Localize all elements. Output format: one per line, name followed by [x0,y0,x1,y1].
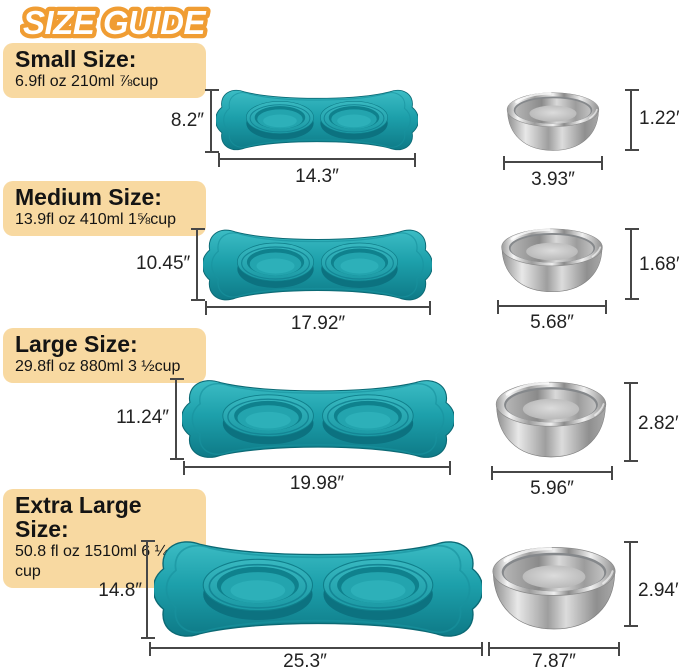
mat-width-value: 25.3″ [283,651,327,671]
size-name: Large Size: [15,331,138,357]
size-label-box-extra-large: Extra Large Size: 50.8 fl oz 1510ml 6 ¼ … [3,489,206,589]
mat-height-line [191,228,205,301]
bowl-height-line [624,541,638,627]
mat-height-value: 8.2″ [170,110,204,131]
size-label-box-large: Large Size: 29.8fl oz 880ml 3 ½cup [3,328,206,384]
mat-height-value: 11.24″ [116,407,169,428]
size-name: Extra Large Size: [15,492,142,543]
bowl-graphic-small [502,91,604,159]
page-title: SIZE GUIDE [20,1,211,45]
size-capacity: 29.8fl oz 880ml 3 ½cup [15,358,181,376]
bowl-width-line [488,642,620,656]
mat-width-line [218,153,416,167]
bowl-width-value: 5.68″ [530,312,574,333]
bowl-height-line [624,382,638,462]
mat-graphic-small [216,86,418,154]
mat-height-value: 10.45″ [136,253,191,274]
bowl-height-value: 1.22″ [639,108,679,129]
mat-height-line [205,89,219,153]
bowl-graphic-extra-large [486,545,622,641]
bowl-height-value: 2.94″ [638,580,679,601]
page-title-text: SIZE GUIDE [23,4,207,41]
bowl-width-value: 5.96″ [530,478,574,499]
mat-height-line [170,378,184,460]
size-name: Medium Size: [15,184,162,210]
mat-width-value: 17.92″ [290,313,346,334]
bowl-height-value: 2.82″ [638,413,679,434]
mat-width-value: 19.98″ [289,473,345,494]
bowl-graphic-medium [496,227,608,301]
size-label-box-small: Small Size: 6.9fl oz 210ml ⅞cup [3,43,206,99]
mat-width-line [149,642,483,656]
mat-width-value: 14.3″ [295,166,339,187]
bowl-height-line [625,89,639,151]
size-capacity: 13.9fl oz 410ml 1⅝cup [15,211,176,229]
bowl-graphic-large [490,380,612,468]
bowl-width-line [491,466,613,480]
size-label-box-medium: Medium Size: 13.9fl oz 410ml 1⅝cup [3,181,206,237]
bowl-width-line [497,300,607,314]
mat-graphic-medium [203,225,432,305]
bowl-width-value: 3.93″ [531,169,575,190]
bowl-width-value: 7.87″ [532,651,576,671]
mat-width-line [205,301,431,315]
mat-height-line [141,540,155,639]
mat-graphic-extra-large [154,535,482,643]
mat-graphic-large [182,375,454,463]
size-capacity: 6.9fl oz 210ml ⅞cup [15,73,159,91]
bowl-width-line [503,156,603,170]
mat-height-value: 14.8″ [98,580,142,601]
bowl-height-value: 1.68″ [639,254,679,275]
mat-width-line [183,461,451,475]
size-name: Small Size: [15,46,137,72]
bowl-height-line [625,228,639,300]
size-capacity: 50.8 fl oz 1510ml 6 ¼ cup [15,543,168,581]
